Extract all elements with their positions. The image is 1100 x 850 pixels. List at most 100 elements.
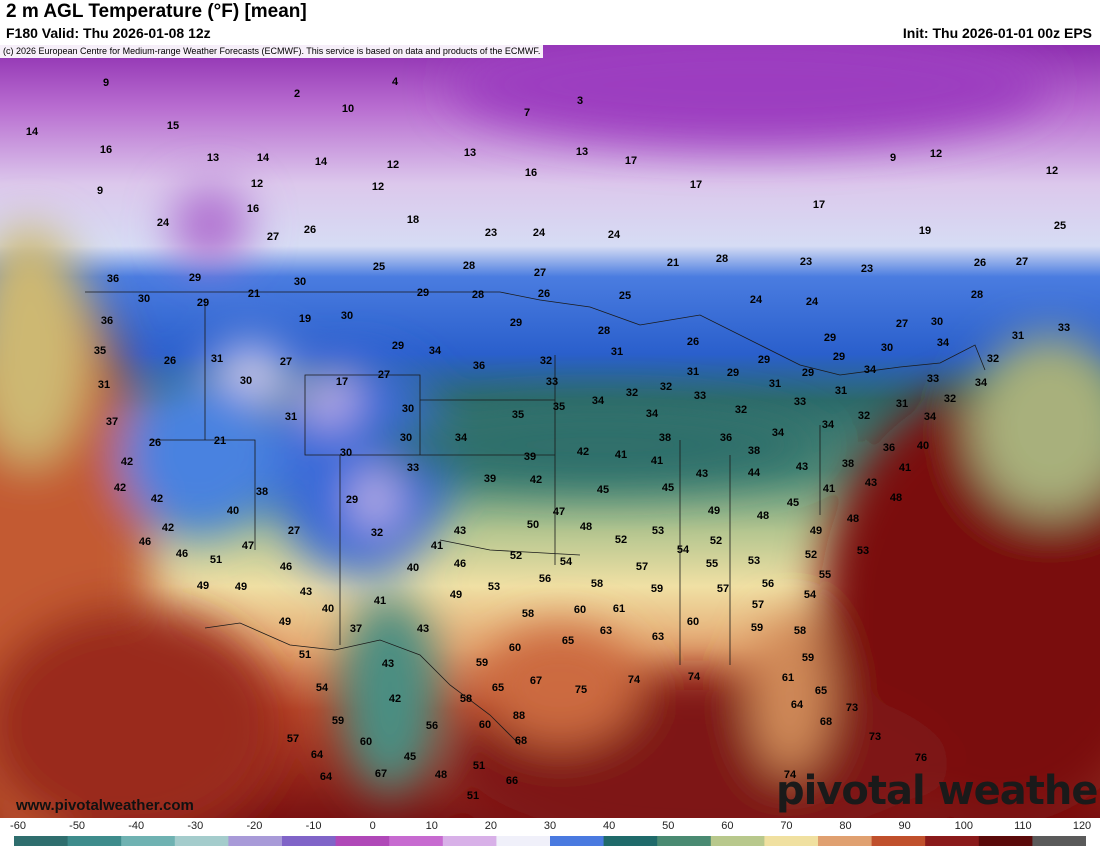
station-temperature: 29 — [392, 340, 404, 352]
station-temperature: 51 — [473, 760, 485, 772]
station-temperature: 65 — [815, 685, 827, 697]
station-temperature: 30 — [240, 375, 252, 387]
valid-time: F180 Valid: Thu 2026-01-08 12z — [6, 25, 211, 41]
station-temperature: 76 — [915, 752, 927, 764]
color-scale-legend: -60 -50 -40 -30 -20 -10 0 10 20 30 40 50 60 70 80 90 100… — [10, 818, 1091, 850]
station-temperature: 42 — [114, 482, 126, 494]
station-temperature: 34 — [772, 427, 785, 439]
station-temperature: 60 — [360, 736, 372, 748]
station-temperature: 27 — [288, 525, 300, 537]
color-scale-tick: 120 — [1072, 820, 1092, 832]
station-temperature: 10 — [342, 103, 354, 115]
station-temperature: 60 — [509, 642, 521, 654]
station-temperature: 32 — [858, 410, 870, 422]
station-temperature: 31 — [98, 379, 110, 391]
station-temperature: 27 — [534, 267, 546, 279]
station-temperature: 65 — [562, 635, 574, 647]
station-temperature: 46 — [454, 558, 466, 570]
station-temperature: 31 — [835, 385, 847, 397]
station-temperature: 41 — [615, 449, 627, 461]
station-temperature: 38 — [748, 445, 760, 457]
station-temperature: 9 — [103, 77, 109, 89]
color-scale-tick: 110 — [1014, 820, 1032, 832]
station-temperature: 33 — [1058, 322, 1070, 334]
station-temperature: 33 — [407, 462, 419, 474]
station-temperature: 53 — [857, 545, 869, 557]
station-temperature: 45 — [597, 484, 609, 496]
station-temperature: 27 — [378, 369, 390, 381]
station-temperature: 40 — [227, 505, 239, 517]
station-temperature: 29 — [417, 287, 429, 299]
station-temperature: 60 — [687, 616, 699, 628]
station-temperature: 34 — [455, 432, 468, 444]
station-temperature: 12 — [930, 148, 942, 160]
color-scale-swatch — [174, 836, 229, 846]
station-temperature: 58 — [460, 693, 472, 705]
station-temperature: 3 — [577, 95, 583, 107]
station-temperature: 17 — [690, 179, 702, 191]
station-temperature: 23 — [800, 256, 812, 268]
station-temperature: 46 — [139, 536, 151, 548]
station-temperature: 30 — [402, 403, 414, 415]
station-temperature: 12 — [251, 178, 263, 190]
station-temperature: 39 — [524, 451, 536, 463]
color-scale-tick: 30 — [543, 820, 557, 832]
station-temperature: 42 — [577, 446, 589, 458]
station-temperature: 43 — [417, 623, 429, 635]
station-temperature: 31 — [687, 366, 699, 378]
station-temperature: 34 — [924, 411, 937, 423]
color-scale-tick: -60 — [10, 820, 26, 832]
station-temperature: 41 — [823, 483, 835, 495]
station-temperature: 32 — [944, 393, 956, 405]
color-scale-swatch — [657, 836, 712, 846]
station-temperature: 29 — [346, 494, 358, 506]
station-temperature: 40 — [407, 562, 419, 574]
station-temperature: 30 — [931, 316, 943, 328]
station-temperature: 16 — [525, 167, 537, 179]
station-temperature: 9 — [890, 152, 896, 164]
color-scale-swatch — [14, 836, 69, 846]
station-temperature: 74 — [784, 769, 797, 781]
station-temperature: 14 — [26, 126, 39, 138]
station-temperature: 35 — [553, 401, 565, 413]
station-temperature: 50 — [527, 519, 539, 531]
website-link[interactable]: www.pivotalweather.com — [16, 797, 194, 814]
color-scale-swatch — [442, 836, 497, 846]
station-temperature: 30 — [881, 342, 893, 354]
color-scale-tick: 80 — [839, 820, 852, 832]
station-temperature: 31 — [896, 398, 908, 410]
station-temperature: 15 — [167, 120, 179, 132]
station-temperature: 74 — [628, 674, 641, 686]
station-temperature: 12 — [1046, 165, 1058, 177]
station-temperature: 48 — [847, 513, 859, 525]
color-scale-swatch — [925, 836, 980, 846]
station-temperature: 28 — [472, 289, 484, 301]
station-temperature: 27 — [896, 318, 908, 330]
station-temperature: 27 — [1016, 256, 1028, 268]
station-temperature: 54 — [316, 682, 329, 694]
station-temperature: 23 — [861, 263, 873, 275]
station-temperature: 43 — [796, 461, 808, 473]
temperature-map[interactable]: 9 2 4 10 3 7 14 15 16 13 14 14 12 12 12 13 13 16 17 17 9 12 12… — [0, 45, 1100, 818]
station-temperature: 54 — [804, 589, 817, 601]
color-scale-swatch — [389, 836, 444, 846]
station-temperature: 65 — [492, 682, 504, 694]
station-temperature: 46 — [176, 548, 188, 560]
station-temperature: 61 — [613, 603, 625, 615]
station-temperature: 68 — [515, 735, 527, 747]
station-temperature: 38 — [659, 432, 671, 444]
station-temperature: 41 — [651, 455, 663, 467]
station-temperature: 19 — [919, 225, 931, 237]
station-temperature: 24 — [608, 229, 621, 241]
station-temperature: 66 — [506, 775, 518, 787]
station-temperature: 56 — [539, 573, 551, 585]
station-temperature: 34 — [864, 364, 877, 376]
station-temperature: 74 — [688, 671, 701, 683]
station-temperature: 49 — [197, 580, 209, 592]
station-temperature: 33 — [546, 376, 558, 388]
color-scale-swatch — [228, 836, 283, 846]
station-temperature: 25 — [373, 261, 385, 273]
station-temperature: 49 — [708, 505, 720, 517]
station-temperature: 64 — [320, 771, 333, 783]
